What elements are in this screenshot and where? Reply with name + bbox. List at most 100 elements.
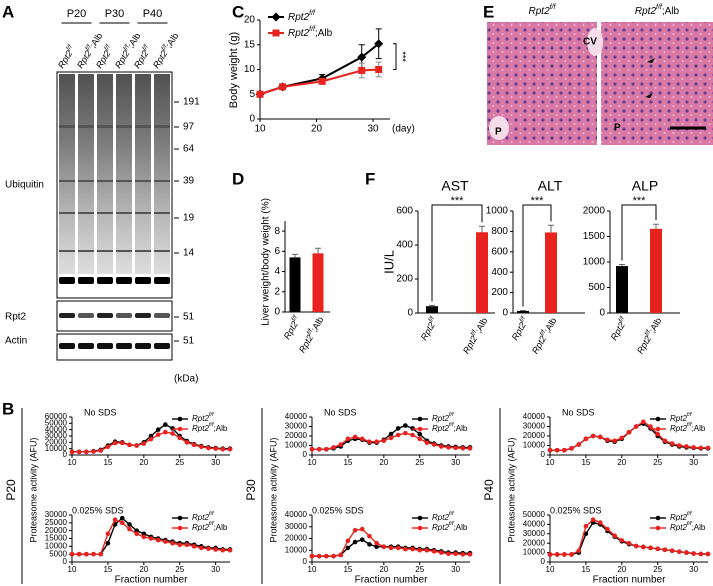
data-point [698,445,704,451]
bar [650,228,662,313]
data-point [655,431,661,437]
y-tick-label: 2 [274,286,280,297]
significance: *** [398,51,408,62]
data-point [163,539,168,544]
y-tick-label: 20000 [45,437,68,446]
band [59,343,75,349]
data-point [184,542,190,548]
x-tick-label: 30 [451,458,460,467]
y-tick-label: 10000 [285,441,308,450]
band [154,180,170,182]
x-tick-label: Rpt2f/f;Alb [634,315,664,355]
data-point [155,537,161,543]
y-tick-label: 1500 [583,231,606,242]
legend-label: Rpt2f/f [432,412,455,423]
data-point [554,552,560,557]
legend-marker [417,515,423,521]
data-point [612,438,617,444]
data-point [76,449,82,455]
legend-marker [177,426,183,432]
data-point [395,432,401,438]
y-tick-label: 30000 [285,522,308,531]
x-tick-label: 10 [308,565,317,574]
x-tick-label: 10 [546,565,555,574]
data-point [446,551,451,557]
y-tick-label: 15000 [45,534,68,543]
data-point [98,551,104,557]
legend-label: Rpt2f/f [670,511,693,522]
data-point [134,443,139,448]
bar [545,232,557,313]
data-point [324,553,329,559]
band [78,313,94,318]
data-point [676,443,682,448]
data-point [662,438,668,444]
plot-title: No SDS [324,407,357,417]
data-point [691,445,696,450]
band [135,180,151,182]
band [78,277,94,284]
x-tick-label: 25 [415,458,424,467]
band [154,313,170,318]
data-point [605,437,610,443]
x-tick-label: 10 [68,458,77,467]
data-point [367,542,372,547]
data-point [345,538,351,544]
x-tick-label: Rpt2f/f;Alb [296,314,326,354]
data-point [155,427,161,432]
panel-letter: A [2,2,14,21]
data-point [352,434,358,440]
data-point [424,440,430,445]
data-point [467,446,473,451]
data-point [105,540,111,546]
y-tick-label: 200 [396,274,413,285]
row-label: Ubiquitin [5,180,44,191]
data-point [641,544,646,550]
y-tick-label: 30000 [285,422,308,431]
y-tick-label: 10000 [45,444,68,453]
plot-title: ALP [632,178,658,194]
data-point [198,444,204,450]
band [154,212,170,214]
data-point [163,429,168,435]
y-tick-label: 600 [491,246,508,257]
data-point [619,435,625,441]
band [59,125,75,128]
x-axis-label: Fraction number [593,575,666,586]
band [78,212,94,214]
legend-label: Rpt2f/f;Alb [670,422,706,433]
x-tick-label: Rpt2f/f [281,313,304,341]
y-tick-label: 0 [407,308,413,319]
error-bar [479,225,485,233]
data-point [367,533,372,539]
band [59,212,75,214]
data-point [206,546,211,551]
legend-label: Rpt2f/f [192,412,215,423]
error-bar [315,247,321,254]
legend-marker [655,426,661,432]
x-tick-label: 25 [175,458,184,467]
panel-letter: B [2,399,14,418]
data-point [220,447,226,452]
x-tick-label: Rpt2f/f;Alb [460,315,490,355]
bar [312,253,324,312]
row-label: Rpt2 [5,312,27,323]
data-point [698,551,704,557]
data-point [431,442,437,447]
legend-label: Rpt2f/f [288,10,316,23]
x-tick-label: 15 [343,565,352,574]
band [135,277,151,284]
x-tick-label: 30 [367,124,379,135]
y-tick-label: 0 [249,114,255,125]
lane-smear [59,74,75,274]
group-label: P30 [244,479,258,501]
data-point [318,77,326,85]
data-point [170,540,175,546]
band [97,180,113,182]
y-tick-label: 60000 [45,412,68,421]
data-point [141,534,147,540]
band [116,277,132,284]
data-point [388,545,394,551]
significance-bracket [393,43,397,70]
